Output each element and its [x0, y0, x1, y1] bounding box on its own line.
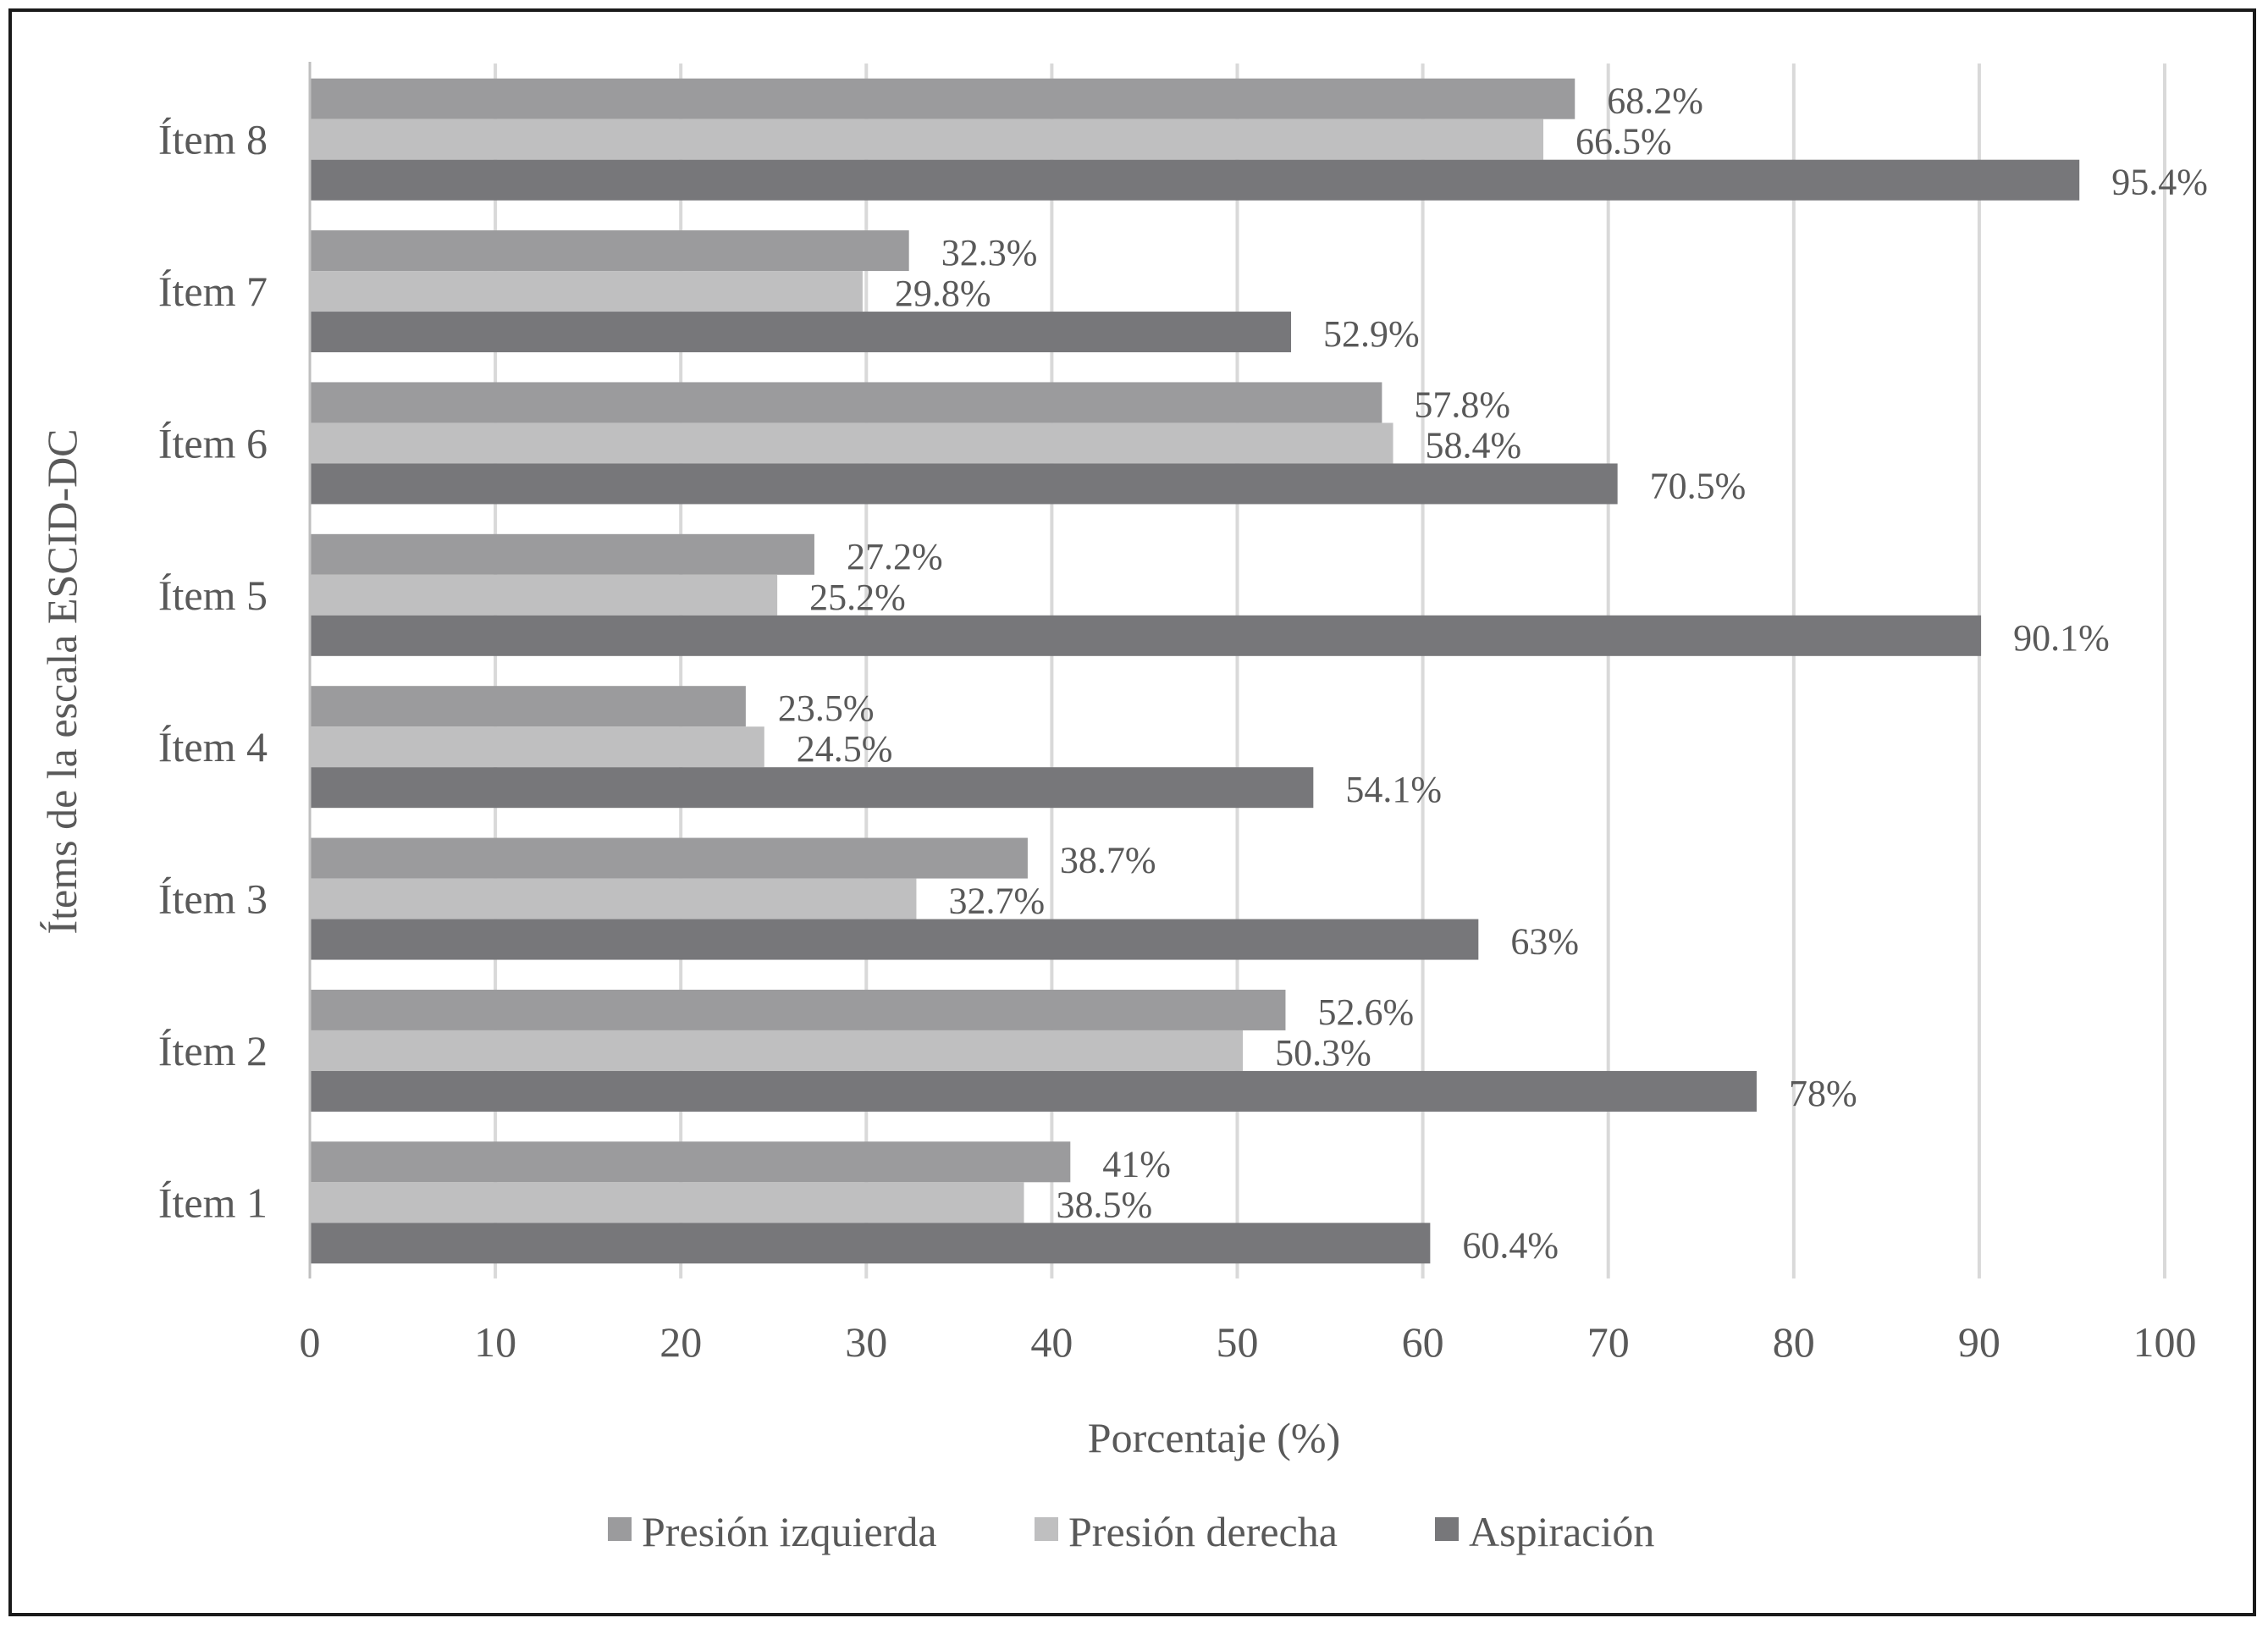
bar — [310, 422, 1393, 464]
data-label: 24.5% — [797, 728, 893, 770]
bar — [310, 1030, 1244, 1071]
x-tick-label: 50 — [1217, 1318, 1259, 1366]
x-tick-label: 90 — [1958, 1318, 2000, 1366]
bar — [310, 1182, 1024, 1223]
axes: 0 10 20 30 40 50 60 70 80 90 100 Ítem 1 Ítem 2 Ítem 3… — [158, 62, 2197, 1366]
category-label: Ítem 3 — [158, 875, 268, 923]
bar — [310, 837, 1028, 879]
category-label: Ítem 6 — [158, 419, 268, 467]
legend-swatch — [608, 1517, 632, 1541]
legend-swatch — [1435, 1517, 1459, 1541]
data-label: 60.4% — [1462, 1224, 1559, 1266]
data-label: 23.5% — [778, 687, 875, 729]
data-label: 95.4% — [2111, 162, 2208, 203]
data-label: 52.6% — [1317, 991, 1414, 1033]
bar — [310, 159, 2080, 201]
bar — [310, 463, 1618, 505]
legend-label: Aspiración — [1469, 1508, 1654, 1555]
bar — [310, 989, 1286, 1030]
data-label: 41% — [1102, 1143, 1171, 1184]
legend-swatch — [1035, 1517, 1058, 1541]
y-axis-title: Ítems de la escala ESCID-DC — [38, 428, 86, 934]
bar — [310, 382, 1382, 423]
x-tick-label: 0 — [300, 1318, 321, 1366]
bar — [310, 271, 863, 312]
data-label: 54.1% — [1345, 769, 1442, 810]
legend: Presión izquierda Presión derecha Aspiraci… — [608, 1508, 1654, 1555]
bar — [310, 615, 1982, 656]
bar — [310, 1223, 1431, 1264]
bar — [310, 78, 1575, 119]
bar — [310, 119, 1544, 160]
x-tick-label: 40 — [1030, 1318, 1073, 1366]
bar — [310, 686, 746, 727]
data-label: 38.7% — [1060, 840, 1156, 881]
data-label: 52.9% — [1323, 313, 1420, 355]
x-tick-label: 10 — [474, 1318, 516, 1366]
bar — [310, 878, 917, 919]
x-tick-label: 70 — [1587, 1318, 1630, 1366]
bar — [310, 1070, 1757, 1112]
data-label: 63% — [1510, 921, 1579, 963]
legend-label: Presión izquierda — [642, 1508, 937, 1555]
bar — [310, 767, 1314, 809]
category-label: Ítem 7 — [158, 268, 268, 315]
x-tick-label: 60 — [1402, 1318, 1444, 1366]
x-tick-label: 30 — [845, 1318, 887, 1366]
x-tick-label: 80 — [1773, 1318, 1815, 1366]
x-tick-label: 20 — [659, 1318, 702, 1366]
category-label: Ítem 2 — [158, 1027, 268, 1074]
bar — [310, 533, 814, 575]
bar — [310, 726, 764, 768]
x-tick-label: 100 — [2133, 1318, 2197, 1366]
legend-label: Presión derecha — [1068, 1508, 1338, 1555]
data-label: 78% — [1789, 1073, 1857, 1114]
data-label: 27.2% — [847, 536, 943, 577]
data-label: 58.4% — [1426, 424, 1522, 466]
data-labels: 41%38.5% 60.4% 52.6%50.3% 78% 38.7% 32.7% 63% 2… — [778, 80, 2208, 1267]
data-label: 25.2% — [809, 577, 906, 618]
data-label: 57.8% — [1414, 384, 1510, 425]
data-label: 68.2% — [1607, 80, 1703, 122]
bar — [310, 919, 1479, 960]
data-label: 70.5% — [1650, 465, 1747, 506]
data-label: 38.5% — [1057, 1184, 1153, 1225]
category-label: Ítem 8 — [158, 116, 268, 163]
category-label: Ítem 4 — [158, 723, 268, 770]
data-label: 29.8% — [895, 273, 991, 314]
category-label: Ítem 5 — [158, 572, 268, 619]
category-label: Ítem 1 — [158, 1179, 268, 1226]
bar — [310, 574, 778, 616]
bar — [310, 230, 909, 272]
x-axis-title: Porcentaje (%) — [1088, 1414, 1340, 1461]
data-label: 66.5% — [1575, 121, 1672, 163]
data-label: 50.3% — [1275, 1032, 1371, 1074]
bars — [310, 78, 2080, 1264]
data-label: 90.1% — [2013, 617, 2110, 659]
bar — [310, 1141, 1071, 1183]
data-label: 32.7% — [948, 881, 1045, 922]
bar — [310, 312, 1292, 353]
data-label: 32.3% — [941, 232, 1038, 273]
